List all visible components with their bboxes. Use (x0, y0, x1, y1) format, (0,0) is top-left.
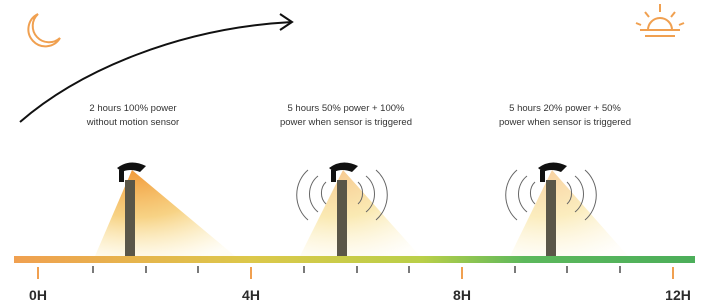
timeline-bar (14, 256, 695, 263)
major-ticks (38, 267, 673, 279)
time-label: 0H (29, 287, 47, 303)
time-label: 4H (242, 287, 260, 303)
phase-caption: 2 hours 100% power (89, 103, 176, 114)
lighting-schedule: 2 hours 100% power without motion sensor… (0, 0, 709, 305)
phase-caption: power when sensor is triggered (499, 117, 631, 128)
minor-ticks (93, 266, 620, 273)
time-label: 12H (665, 287, 691, 303)
light-cone (95, 170, 235, 256)
lamp-pole (125, 180, 135, 256)
phase-caption: 5 hours 20% power + 50% (509, 103, 621, 114)
sun-icon (636, 4, 684, 36)
lamp-neck (540, 170, 545, 182)
phase-caption: without motion sensor (86, 117, 179, 128)
lamp-pole (337, 180, 347, 256)
lamp-neck (119, 170, 124, 182)
phase-caption: power when sensor is triggered (280, 117, 412, 128)
lamp-neck (331, 170, 336, 182)
light-cone (510, 170, 628, 256)
light-cone (300, 170, 420, 256)
phase-caption: 5 hours 50% power + 100% (288, 103, 406, 114)
time-label: 8H (453, 287, 471, 303)
moon-icon (28, 14, 60, 46)
lamp-pole (546, 180, 556, 256)
